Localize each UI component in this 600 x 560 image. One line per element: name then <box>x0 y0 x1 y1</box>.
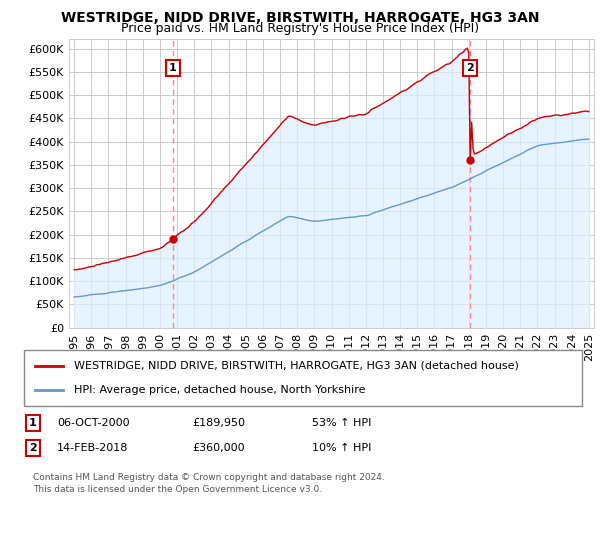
Text: 53% ↑ HPI: 53% ↑ HPI <box>312 418 371 428</box>
Text: WESTRIDGE, NIDD DRIVE, BIRSTWITH, HARROGATE, HG3 3AN (detached house): WESTRIDGE, NIDD DRIVE, BIRSTWITH, HARROG… <box>74 361 519 371</box>
Text: HPI: Average price, detached house, North Yorkshire: HPI: Average price, detached house, Nort… <box>74 385 366 395</box>
Text: 1: 1 <box>29 418 37 428</box>
FancyBboxPatch shape <box>24 350 582 406</box>
Text: 10% ↑ HPI: 10% ↑ HPI <box>312 443 371 453</box>
Text: This data is licensed under the Open Government Licence v3.0.: This data is licensed under the Open Gov… <box>33 485 322 494</box>
Text: £189,950: £189,950 <box>192 418 245 428</box>
Text: Price paid vs. HM Land Registry's House Price Index (HPI): Price paid vs. HM Land Registry's House … <box>121 22 479 35</box>
Text: 14-FEB-2018: 14-FEB-2018 <box>57 443 128 453</box>
Text: 1: 1 <box>169 63 176 73</box>
Text: 06-OCT-2000: 06-OCT-2000 <box>57 418 130 428</box>
Text: WESTRIDGE, NIDD DRIVE, BIRSTWITH, HARROGATE, HG3 3AN: WESTRIDGE, NIDD DRIVE, BIRSTWITH, HARROG… <box>61 11 539 25</box>
Text: 2: 2 <box>29 443 37 453</box>
Text: 2: 2 <box>467 63 475 73</box>
Text: £360,000: £360,000 <box>192 443 245 453</box>
Text: Contains HM Land Registry data © Crown copyright and database right 2024.: Contains HM Land Registry data © Crown c… <box>33 473 385 482</box>
